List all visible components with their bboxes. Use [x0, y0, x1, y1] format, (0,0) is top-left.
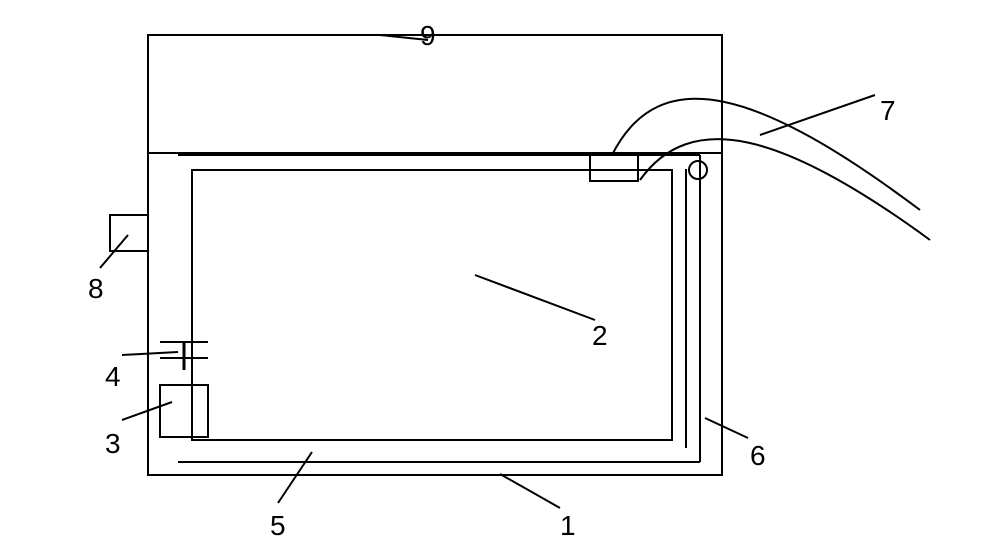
label-7: 7 — [880, 95, 896, 127]
label-2: 2 — [592, 320, 608, 352]
label-3: 3 — [105, 428, 121, 460]
label-1: 1 — [560, 510, 576, 542]
label-5: 5 — [270, 510, 286, 542]
label-4: 4 — [105, 361, 121, 393]
label-9: 9 — [420, 20, 436, 52]
diagram-svg — [0, 0, 1000, 550]
label-6: 6 — [750, 440, 766, 472]
label-8: 8 — [88, 273, 104, 305]
